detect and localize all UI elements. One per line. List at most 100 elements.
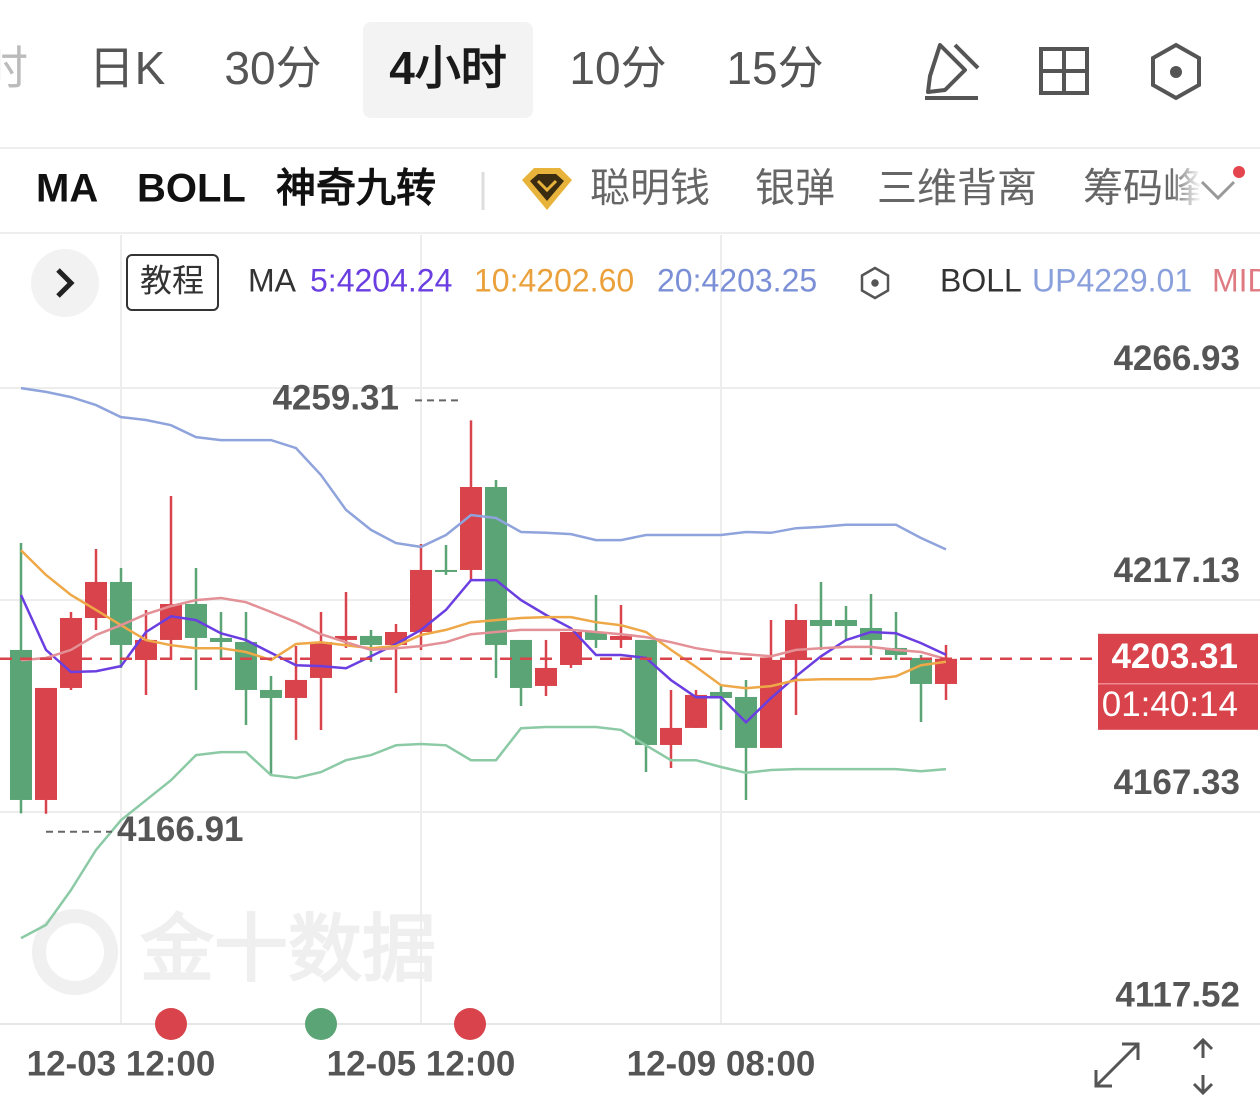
ma-legend-item: 10:4202.60 xyxy=(474,262,634,298)
candle-body xyxy=(10,649,32,800)
watermark-logo xyxy=(32,909,118,995)
diamond-mark xyxy=(536,179,558,193)
tool-tab[interactable]: 银弹 xyxy=(755,167,835,211)
candle-body xyxy=(610,635,632,640)
candle-body xyxy=(235,641,257,690)
candle-body xyxy=(710,691,732,698)
boll-legend-item: UP4229.01 xyxy=(1032,262,1192,298)
candle-body xyxy=(810,619,832,626)
indicator-line xyxy=(20,596,947,662)
low-marker: 4166.91 xyxy=(117,810,244,849)
candle-body xyxy=(635,639,657,745)
diagonal-arrows xyxy=(1094,1042,1140,1088)
candle-body xyxy=(335,635,357,640)
candle-body xyxy=(135,639,157,660)
chevron xyxy=(56,268,75,298)
indicator-tab[interactable]: 神奇九转 xyxy=(276,167,436,211)
candle-body xyxy=(760,659,782,748)
period-tab[interactable]: 15分 xyxy=(726,42,823,94)
x-tick-label: 12-09 08:00 xyxy=(627,1044,816,1083)
settings-icon[interactable] xyxy=(1151,42,1201,101)
tab-fade xyxy=(878,30,918,110)
y-tick-label: 4167.33 xyxy=(1113,763,1240,802)
last-price-box xyxy=(1098,633,1258,730)
hex-dot xyxy=(1170,66,1182,78)
y-tick-label: 4266.93 xyxy=(1113,339,1240,378)
candle-body xyxy=(785,619,807,660)
candle-body xyxy=(260,689,282,698)
candle-body xyxy=(535,667,557,686)
candle-body xyxy=(285,679,307,698)
period-tab[interactable]: 时 xyxy=(0,42,28,94)
tutorial-label[interactable]: 教程 xyxy=(140,262,204,298)
countdown-label: 01:40:14 xyxy=(1102,685,1238,724)
tool-tab[interactable]: 聪明钱 xyxy=(590,167,710,211)
signal-dot[interactable] xyxy=(155,1008,187,1040)
tutorial-button[interactable] xyxy=(126,254,219,311)
last-price-label: 4203.31 xyxy=(1111,637,1238,676)
hexagon xyxy=(1151,42,1201,101)
candle-body xyxy=(85,581,107,618)
x-tick-label: 12-03 12:00 xyxy=(27,1044,216,1083)
boll-legend-item: MID xyxy=(1212,262,1260,298)
signal-dot[interactable] xyxy=(305,1008,337,1040)
ma-legend-item: 5:4204.24 xyxy=(310,262,452,298)
candle-body xyxy=(435,569,457,572)
x-tick-label: 12-05 12:00 xyxy=(327,1044,516,1083)
ma-settings-icon[interactable] xyxy=(860,266,890,300)
vertical-arrows xyxy=(1192,1037,1214,1096)
candle-body xyxy=(360,635,382,645)
period-tab[interactable]: 日K xyxy=(89,42,166,94)
layout-icon[interactable] xyxy=(1039,47,1089,95)
candle-body xyxy=(60,617,82,688)
boll-title: BOLL xyxy=(940,262,1022,298)
candle-body xyxy=(510,639,532,688)
candle-body xyxy=(210,637,232,642)
candle-body xyxy=(860,627,882,640)
draw-tool-icon[interactable] xyxy=(878,30,980,110)
candle-body xyxy=(110,581,132,645)
candle-body xyxy=(585,631,607,640)
candle-body xyxy=(685,694,707,728)
y-tick-label: 4117.52 xyxy=(1115,975,1240,1014)
period-tab[interactable]: 10分 xyxy=(569,42,666,94)
signal-dot[interactable] xyxy=(454,1008,486,1040)
hex-dot xyxy=(871,279,879,287)
indicator-tab[interactable]: BOLL xyxy=(137,167,246,211)
ma-legend-item: 20:4203.25 xyxy=(657,262,817,298)
indicator-line xyxy=(20,386,947,551)
period-tab[interactable]: 4小时 xyxy=(389,42,507,94)
expand-chevron[interactable] xyxy=(1200,180,1236,201)
high-marker: 4259.31 xyxy=(272,379,399,418)
indicator-bar: MA BOLL 神奇九转 聪明钱 银弹 三维背离 筹码峰 xyxy=(36,167,1203,211)
candle-body xyxy=(935,658,957,684)
candle-body xyxy=(560,631,582,665)
watermark: 金十数据 xyxy=(140,908,436,991)
scale-icon[interactable] xyxy=(1192,1037,1214,1096)
candle-body xyxy=(35,687,57,800)
indicator-line xyxy=(20,725,947,940)
period-tab[interactable]: 30分 xyxy=(224,42,321,94)
candle-body xyxy=(910,657,932,684)
candle-body xyxy=(485,487,507,645)
ma-title: MA xyxy=(248,262,297,298)
hexagon xyxy=(860,266,890,300)
collapse-button[interactable] xyxy=(31,249,99,317)
candle-body xyxy=(160,603,182,640)
selected-tab-bg xyxy=(363,22,533,118)
grid-cross xyxy=(1041,49,1087,93)
candle-body xyxy=(460,487,482,570)
notice-dot xyxy=(1233,166,1245,178)
candle-body xyxy=(885,647,907,655)
tool-tab[interactable]: 三维背离 xyxy=(877,167,1037,211)
y-tick-label: 4217.13 xyxy=(1113,551,1240,590)
fullscreen-icon[interactable] xyxy=(1094,1042,1140,1088)
candle-body xyxy=(410,569,432,632)
candle-body xyxy=(660,727,682,745)
indicator-tab[interactable]: MA xyxy=(36,167,98,211)
diamond-icon xyxy=(522,168,572,210)
